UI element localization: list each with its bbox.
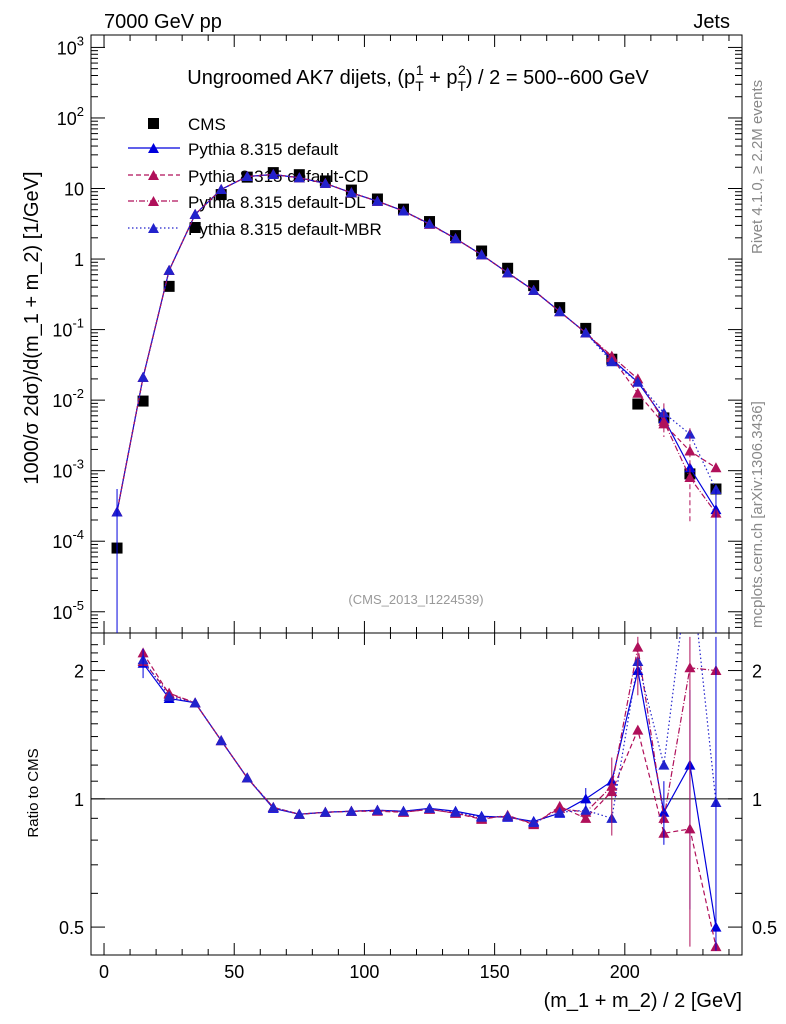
ratio-point-3 — [267, 801, 279, 812]
mc-data-point-4 — [215, 183, 227, 194]
mc-data-point-4 — [632, 376, 644, 387]
cms-data-point — [632, 398, 644, 410]
ratio-y-tick-label-right: 2 — [752, 662, 762, 682]
cms-data-point — [163, 280, 175, 292]
mc-data-point-4 — [163, 264, 175, 275]
mc-data-point-4 — [397, 205, 409, 216]
y-tick-label: 10-4 — [52, 527, 84, 552]
ratio-point-3 — [293, 808, 305, 819]
y-tick-label: 102 — [57, 104, 84, 129]
ratio-point-3 — [580, 804, 592, 815]
mc-data-point-4 — [502, 267, 514, 278]
legend-marker-cd — [148, 170, 159, 180]
mc-data-point-2 — [710, 462, 722, 473]
x-tick-label: 150 — [480, 962, 510, 982]
ratio-series-group — [137, 551, 722, 952]
y-tick-label: 10-2 — [52, 386, 84, 411]
y-tick-label: 103 — [57, 33, 84, 58]
mc-data-point-4 — [476, 249, 488, 260]
ratio-y-tick-label-right: 0.5 — [752, 918, 777, 938]
ratio-y-tick-label: 0.5 — [59, 918, 84, 938]
main-series-group — [111, 167, 722, 633]
mc-data-point-2 — [684, 445, 696, 456]
ratio-point-3 — [684, 551, 695, 561]
ratio-point-3 — [502, 810, 514, 821]
cms-data-point — [137, 395, 149, 407]
y-tick-label: 1 — [74, 250, 84, 270]
ratio-plot-frame — [90, 632, 743, 956]
ratio-line-0 — [142, 662, 717, 928]
mc-data-point-4 — [528, 284, 540, 295]
plot-title: Ungroomed AK7 dijets, (pT1 + pT2) / 2 = … — [187, 62, 649, 94]
ratio-point-3 — [345, 805, 357, 816]
mc-data-point-2 — [632, 387, 644, 398]
ratio-point-3 — [319, 806, 331, 817]
y-tick-label: 10-5 — [52, 598, 84, 623]
ratio-line-2 — [142, 647, 717, 825]
y-tick-label: 10-1 — [52, 316, 84, 341]
mc-data-point-4 — [450, 233, 462, 244]
ratio-point-3 — [371, 804, 383, 815]
ratio-y-tick-label-right: 1 — [752, 790, 762, 810]
main-y-axis-label: 1000/σ 2dσ)/d(m_1 + m_2) [1/GeV] — [21, 171, 43, 484]
mc-data-point-4 — [267, 168, 279, 179]
x-tick-label: 200 — [610, 962, 640, 982]
mc-data-point-4 — [424, 218, 436, 229]
ratio-point-3 — [189, 697, 201, 708]
mc-data-point-1 — [684, 462, 696, 473]
x-axis-label: (m_1 + m_2) / 2 [GeV] — [544, 990, 742, 1012]
mc-data-point-4 — [606, 356, 618, 367]
mc-data-point-4 — [137, 371, 149, 382]
ratio-point-1 — [632, 724, 644, 735]
ratio-point-3 — [163, 690, 175, 701]
mc-data-point-4 — [580, 327, 592, 338]
header-left: 7000 GeV pp — [104, 11, 222, 33]
ratio-point-3 — [241, 772, 253, 783]
ratio-y-tick-label: 2 — [74, 662, 84, 682]
legend-label-default: Pythia 8.315 default — [188, 140, 339, 159]
cms-data-point — [189, 222, 201, 234]
mc-data-point-4 — [319, 177, 331, 188]
chart-marks: 0 50 100 150 20010-510-410-310-210-111010210… — [52, 33, 777, 982]
y-tick-label: 10 — [64, 180, 84, 200]
ratio-point-3 — [528, 816, 540, 827]
legend-marker-default — [148, 143, 159, 153]
y-tick-label: 10-3 — [52, 457, 84, 482]
legend: CMS Pythia 8.315 default Pythia 8.315 de… — [128, 115, 382, 239]
legend-label-mbr: Pythia 8.315 default-MBR — [188, 220, 382, 239]
legend-marker-mbr — [148, 223, 159, 233]
legend-label-cms: CMS — [188, 115, 226, 134]
mc-data-point-4 — [345, 187, 357, 198]
ratio-point-3 — [450, 806, 462, 817]
header-right: Jets — [693, 11, 730, 33]
rivet-info: Rivet 4.1.0, ≥ 2.2M events — [749, 80, 766, 254]
mc-data-point-4 — [241, 170, 253, 181]
ratio-point-3 — [215, 735, 227, 746]
mc-data-point-4 — [371, 195, 383, 206]
ratio-point-3 — [554, 806, 566, 817]
ratio-point-3 — [397, 805, 409, 816]
analysis-reference: (CMS_2013_I1224539) — [348, 592, 483, 607]
x-tick-label: 0 — [99, 962, 109, 982]
ratio-y-tick-label: 1 — [74, 790, 84, 810]
mc-data-point-3 — [606, 350, 618, 361]
mc-data-point-4 — [293, 172, 305, 183]
ratio-point-1 — [580, 812, 592, 823]
ratio-point-3 — [658, 759, 670, 770]
cms-data-point — [215, 189, 227, 201]
mcplots-info: mcplots.cern.ch [arXiv:1306.3436] — [749, 401, 766, 628]
mc-data-point-4 — [684, 428, 696, 439]
x-tick-label: 100 — [349, 962, 379, 982]
legend-marker-cms — [148, 118, 159, 129]
ratio-point-3 — [476, 811, 488, 822]
mc-data-point-4 — [189, 208, 201, 219]
legend-marker-dl — [148, 196, 159, 206]
ratio-y-axis-label: Ratio to CMS — [25, 748, 42, 837]
legend-label-dl: Pythia 8.315 default-DL — [188, 193, 366, 212]
mc-data-point-4 — [554, 306, 566, 317]
ratio-point-3 — [424, 802, 436, 813]
x-tick-label: 50 — [224, 962, 244, 982]
ratio-line-1 — [142, 652, 717, 947]
